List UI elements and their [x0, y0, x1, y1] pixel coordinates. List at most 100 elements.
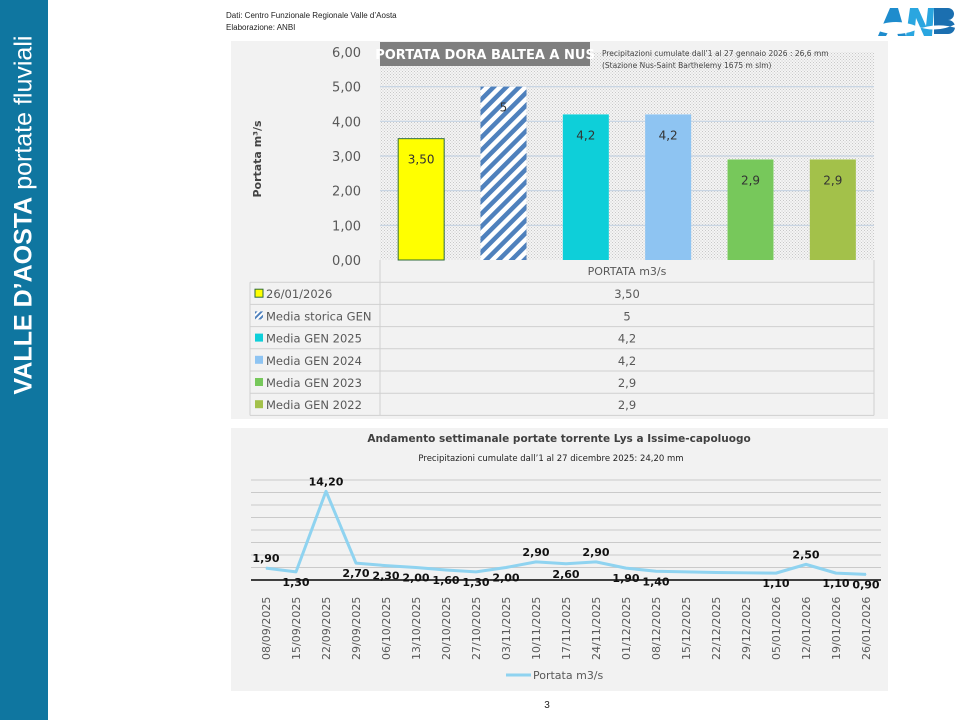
x-tick-label: 13/10/2025 [410, 597, 423, 660]
legend-swatch [254, 288, 264, 298]
data-source: Dati: Centro Funzionale Regionale Valle … [226, 10, 397, 34]
legend-swatch [255, 355, 263, 364]
data-point [625, 567, 627, 569]
bar-chart: 0,00 1,00 2,00 3,00 4,00 5,00 6,00 Portata m³/… [249, 42, 875, 416]
chart-title: PORTATA DORA BALTEA A NUS [375, 48, 595, 63]
bar-data-label: 2,9 [823, 173, 842, 187]
point-data-label: 1,60 [432, 574, 459, 587]
y-tick-label: 0,00 [332, 254, 361, 269]
bar-data-label: 4,2 [659, 128, 678, 142]
bar [480, 86, 527, 260]
data-point [325, 490, 327, 492]
x-tick-label: 05/01/2026 [770, 597, 783, 660]
x-tick-label: 19/01/2026 [830, 597, 843, 660]
point-data-label: 2,70 [342, 567, 369, 580]
bar [809, 159, 856, 260]
sidebar: VALLE D’AOSTA portate fluviali [0, 0, 48, 720]
data-point [385, 565, 387, 567]
bar [727, 159, 774, 260]
x-tick-label: 24/11/2025 [590, 597, 603, 660]
chart-title: Andamento settimanale portate torrente L… [367, 433, 750, 445]
sidebar-title: VALLE D’AOSTA portate fluviali [10, 36, 39, 395]
x-tick-label: 12/01/2026 [800, 597, 813, 660]
point-data-label: 2,00 [402, 572, 429, 585]
x-tick-label: 20/10/2025 [440, 597, 453, 660]
y-tick-label: 3,00 [332, 150, 361, 165]
legend-label: 26/01/2026 [266, 287, 332, 301]
legend-swatch [255, 333, 263, 342]
data-point [355, 562, 357, 564]
data-point [415, 567, 417, 568]
legend-table-row: Media GEN 2023 2,9 [255, 376, 636, 390]
legend-label: Media GEN 2022 [266, 398, 362, 412]
chart-subtitle-station: (Stazione Nus-Saint Barthelemy 1675 m sl… [602, 61, 771, 70]
source-line: Dati: Centro Funzionale Regionale Valle … [226, 11, 397, 20]
legend-swatch [255, 400, 263, 409]
x-tick-label: 03/11/2025 [500, 597, 513, 660]
x-tick-label: 29/09/2025 [350, 597, 363, 660]
point-data-label: 2,00 [492, 572, 519, 585]
line-chart: Andamento settimanale portate torrente L… [251, 433, 881, 682]
x-tick-label: 22/12/2025 [710, 597, 723, 660]
point-data-label: 1,30 [462, 576, 489, 589]
sidebar-title-subject: portate fluviali [9, 35, 38, 190]
x-tick-label: 08/09/2025 [260, 597, 273, 660]
data-point [535, 561, 537, 563]
legend-label: Media GEN 2023 [266, 376, 362, 390]
legend-label: Media GEN 2025 [266, 332, 362, 346]
point-data-label: 1,40 [642, 575, 669, 588]
elaboration-line: Elaborazione: ANBI [226, 23, 296, 32]
page-number: 3 [544, 700, 550, 711]
point-data-label: 2,30 [372, 570, 399, 583]
table-header: PORTATA m3/s [588, 265, 667, 278]
data-point [505, 567, 507, 568]
point-data-label: 1,10 [822, 577, 849, 590]
point-data-label: 1,30 [282, 576, 309, 589]
data-point [835, 572, 837, 574]
bar [645, 114, 692, 261]
table-value: 2,9 [618, 398, 636, 412]
chart-subtitle: Precipitazioni cumulate dall’1 al 27 gen… [602, 49, 829, 58]
legend-label: Portata m3/s [533, 669, 604, 682]
table-value: 5 [623, 309, 630, 323]
chart-subtitle: Precipitazioni cumulate dall’1 al 27 dic… [418, 454, 683, 464]
legend-table-row: Media GEN 2024 4,2 [255, 354, 636, 368]
point-data-label: 2,60 [552, 568, 579, 581]
data-point [655, 570, 657, 572]
x-tick-label: 22/09/2025 [320, 597, 333, 660]
point-data-label: 2,50 [792, 548, 819, 561]
data-point [265, 567, 267, 569]
x-tick-label: 29/12/2025 [740, 597, 753, 660]
data-point [775, 572, 777, 574]
bar-data-label: 4,2 [576, 128, 595, 142]
point-data-label: 2,90 [582, 546, 609, 559]
anbi-logo-icon [876, 8, 956, 36]
table-value: 2,9 [618, 376, 636, 390]
chart-title-bg [380, 42, 590, 66]
legend-table-row: Media storica GEN 5 [255, 309, 631, 323]
bar [562, 114, 609, 261]
point-data-label: 1,90 [252, 552, 279, 565]
x-tick-label: 15/12/2025 [680, 597, 693, 660]
bar-data-label: 2,9 [741, 173, 760, 187]
data-point [295, 571, 297, 573]
data-point [445, 569, 447, 571]
point-data-label: 0,90 [852, 578, 879, 591]
y-tick-label: 4,00 [332, 115, 361, 130]
y-axis-label: Portata m³/s [251, 120, 264, 198]
data-point [745, 572, 747, 574]
table-value: 4,2 [618, 332, 636, 346]
line-chart-panel: Andamento settimanale portate torrente L… [231, 428, 888, 691]
x-tick-label: 27/10/2025 [470, 597, 483, 660]
x-tick-label: 10/11/2025 [530, 597, 543, 660]
y-tick-label: 1,00 [332, 219, 361, 234]
legend-label: Media storica GEN [266, 309, 371, 323]
point-data-label: 1,90 [612, 572, 639, 585]
bar-data-label: 3,50 [408, 153, 435, 167]
y-tick-label: 6,00 [332, 46, 361, 61]
data-point [475, 571, 477, 573]
bar [397, 138, 445, 261]
legend-table-row: Media GEN 2022 2,9 [255, 398, 636, 412]
x-tick-label: 01/12/2025 [620, 597, 633, 660]
x-tick-label: 15/09/2025 [290, 597, 303, 660]
